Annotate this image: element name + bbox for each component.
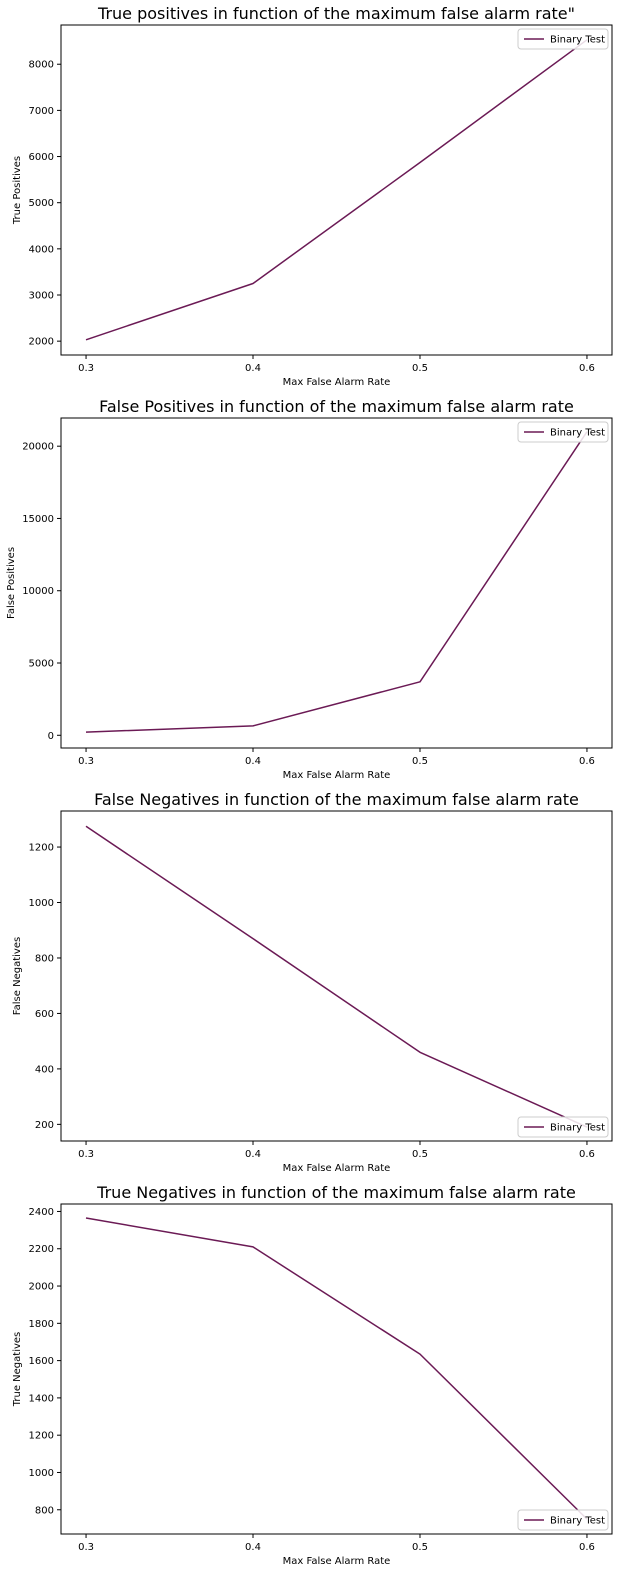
plot-frame bbox=[60, 24, 613, 356]
y-tick-label: 0 bbox=[48, 731, 54, 742]
y-tick-label: 600 bbox=[35, 1009, 54, 1020]
y-axis-label: False Positives bbox=[6, 547, 17, 619]
y-tick-label: 7000 bbox=[29, 106, 54, 117]
plot-frame bbox=[60, 1203, 613, 1535]
y-tick-label: 3000 bbox=[29, 291, 54, 302]
legend-box bbox=[517, 1116, 609, 1138]
y-tick-label: 2000 bbox=[29, 337, 54, 348]
plot-frame bbox=[60, 417, 613, 749]
y-tick-label: 1200 bbox=[29, 843, 54, 854]
y-axis-label: True Positives bbox=[12, 156, 23, 225]
series-line bbox=[85, 39, 588, 341]
legend-label: Binary Test bbox=[550, 1516, 605, 1527]
legend: Binary Test bbox=[517, 1509, 609, 1531]
series-line bbox=[85, 431, 588, 733]
legend-box bbox=[517, 28, 609, 50]
legend-label: Binary Test bbox=[550, 35, 605, 46]
y-tick-label: 400 bbox=[35, 1064, 54, 1075]
legend-label: Binary Test bbox=[550, 428, 605, 439]
x-tick-label: 0.3 bbox=[78, 1542, 94, 1553]
x-tick-label: 0.4 bbox=[245, 756, 261, 767]
x-tick-label: 0.3 bbox=[78, 756, 94, 767]
y-axis-label: False Negatives bbox=[12, 937, 23, 1015]
x-axis-label: Max False Alarm Rate bbox=[283, 377, 391, 388]
x-tick-label: 0.6 bbox=[579, 1149, 595, 1160]
legend-label: Binary Test bbox=[550, 1123, 605, 1134]
chart-1: True positives in function of the maximu… bbox=[12, 4, 613, 388]
chart-title: False Negatives in function of the maxim… bbox=[94, 790, 579, 809]
y-tick-label: 2400 bbox=[29, 1207, 54, 1218]
chart-2: False Positives in function of the maxim… bbox=[6, 397, 613, 781]
y-tick-label: 5000 bbox=[29, 659, 54, 670]
chart-title: True positives in function of the maximu… bbox=[97, 4, 575, 23]
x-tick-label: 0.5 bbox=[412, 1149, 428, 1160]
chart-4: True Negatives in function of the maximu… bbox=[12, 1183, 613, 1567]
y-tick-label: 20000 bbox=[22, 442, 54, 453]
x-tick-label: 0.6 bbox=[579, 363, 595, 374]
chart-title: True Negatives in function of the maximu… bbox=[96, 1183, 576, 1202]
legend: Binary Test bbox=[517, 421, 609, 443]
x-axis-label: Max False Alarm Rate bbox=[283, 1556, 391, 1567]
x-tick-label: 0.5 bbox=[412, 756, 428, 767]
x-tick-label: 0.6 bbox=[579, 1542, 595, 1553]
x-tick-label: 0.3 bbox=[78, 1149, 94, 1160]
y-axis-label: True Negatives bbox=[12, 1332, 23, 1408]
y-tick-label: 1200 bbox=[29, 1431, 54, 1442]
y-tick-label: 200 bbox=[35, 1120, 54, 1131]
x-axis-label: Max False Alarm Rate bbox=[283, 770, 391, 781]
y-tick-label: 1400 bbox=[29, 1393, 54, 1404]
x-tick-label: 0.4 bbox=[245, 1542, 261, 1553]
y-tick-label: 6000 bbox=[29, 152, 54, 163]
y-tick-label: 15000 bbox=[22, 514, 54, 525]
y-tick-label: 800 bbox=[35, 1505, 54, 1516]
y-tick-label: 2200 bbox=[29, 1244, 54, 1255]
chart-3: False Negatives in function of the maxim… bbox=[12, 790, 613, 1174]
y-tick-label: 5000 bbox=[29, 198, 54, 209]
x-tick-label: 0.5 bbox=[412, 1542, 428, 1553]
series-line bbox=[85, 825, 588, 1128]
legend-box bbox=[517, 1509, 609, 1531]
y-tick-label: 1600 bbox=[29, 1356, 54, 1367]
y-tick-label: 8000 bbox=[29, 60, 54, 71]
chart-title: False Positives in function of the maxim… bbox=[99, 397, 574, 416]
plot-frame bbox=[60, 810, 613, 1142]
y-tick-label: 1000 bbox=[29, 898, 54, 909]
x-axis-label: Max False Alarm Rate bbox=[283, 1163, 391, 1174]
legend: Binary Test bbox=[517, 1116, 609, 1138]
legend: Binary Test bbox=[517, 28, 609, 50]
y-tick-label: 800 bbox=[35, 953, 54, 964]
series-line bbox=[85, 1217, 588, 1520]
y-tick-label: 4000 bbox=[29, 244, 54, 255]
x-tick-label: 0.5 bbox=[412, 363, 428, 374]
x-tick-label: 0.4 bbox=[245, 1149, 261, 1160]
x-tick-label: 0.4 bbox=[245, 363, 261, 374]
x-tick-label: 0.6 bbox=[579, 756, 595, 767]
y-tick-label: 10000 bbox=[22, 586, 54, 597]
y-tick-label: 2000 bbox=[29, 1282, 54, 1293]
legend-box bbox=[517, 421, 609, 443]
y-tick-label: 1800 bbox=[29, 1319, 54, 1330]
x-tick-label: 0.3 bbox=[78, 363, 94, 374]
y-tick-label: 1000 bbox=[29, 1468, 54, 1479]
